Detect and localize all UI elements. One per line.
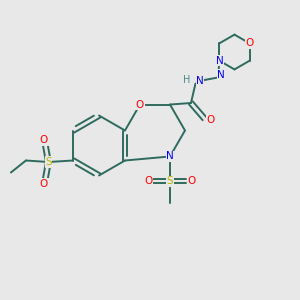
Text: O: O <box>206 115 214 125</box>
Text: S: S <box>167 176 173 186</box>
Text: N: N <box>196 76 204 85</box>
Text: O: O <box>136 100 144 110</box>
Text: N: N <box>217 70 225 80</box>
Text: S: S <box>45 157 52 167</box>
Text: H: H <box>183 75 191 85</box>
Text: O: O <box>40 179 48 189</box>
Text: O: O <box>188 176 196 186</box>
Text: N: N <box>166 152 174 161</box>
Text: O: O <box>144 176 152 186</box>
Text: N: N <box>215 56 223 66</box>
Text: O: O <box>245 38 254 48</box>
Text: O: O <box>40 135 48 145</box>
